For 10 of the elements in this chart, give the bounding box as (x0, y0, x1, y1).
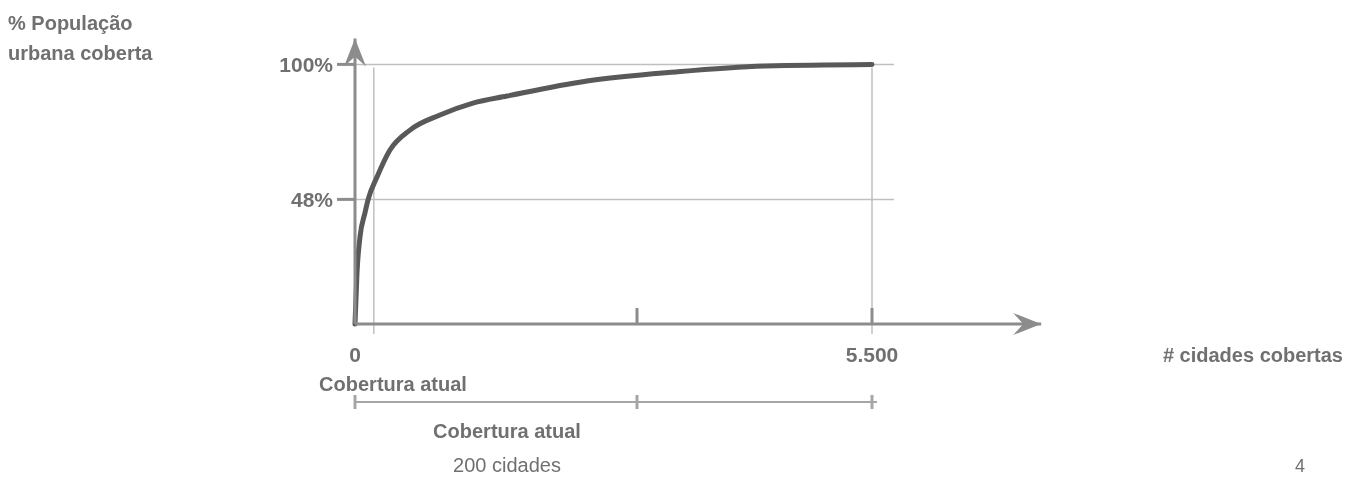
x-tick-label: 0 (349, 343, 361, 366)
y-tick-label: 100% (279, 52, 334, 76)
text: Cobertura atual (433, 420, 581, 442)
text: % População urbana coberta (8, 12, 154, 64)
text: 4 (1294, 456, 1306, 476)
x-tick-label: 5.500 (845, 343, 899, 366)
y-tick-label: 48% (290, 187, 334, 211)
text: Cobertura atual (319, 373, 467, 395)
text: 200 cidades (453, 454, 561, 476)
text: # cidades cobertas (1162, 344, 1343, 366)
